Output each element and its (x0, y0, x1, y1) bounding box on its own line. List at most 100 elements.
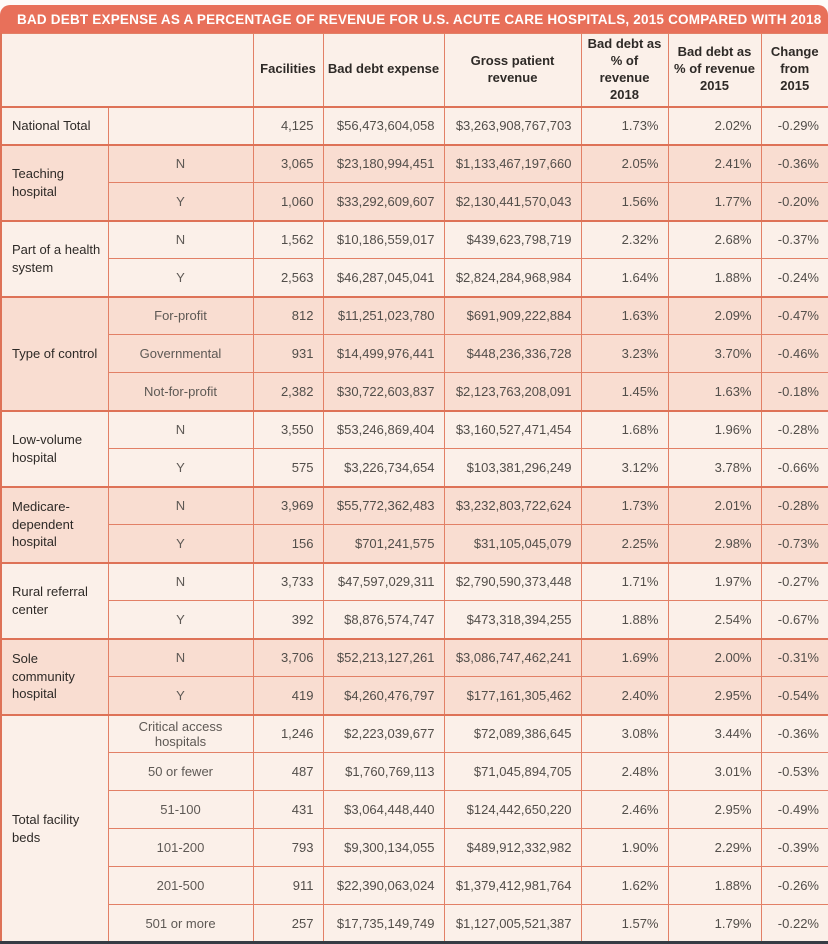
group-label: Rural referral center (0, 561, 109, 640)
pct-2018-value: 1.90% (580, 828, 669, 868)
bottom-accent-bar (0, 941, 828, 944)
facilities-value: 931 (252, 334, 324, 374)
facilities-value: 812 (252, 295, 324, 336)
pct-2015-value: 3.70% (667, 334, 762, 374)
table-row: Total facility beds Critical access hospi… (0, 713, 828, 944)
column-header-facilities: Facilities (252, 32, 324, 108)
bad-debt-expense-value: $46,287,045,041 (322, 258, 445, 298)
table-title: BAD DEBT EXPENSE AS A PERCENTAGE OF REVE… (17, 11, 822, 27)
bad-debt-expense-value: $10,186,559,017 (322, 219, 445, 260)
pct-2018-value: 2.46% (580, 790, 669, 830)
gross-patient-revenue-value: $124,442,650,220 (443, 790, 582, 830)
sub-label: Y (107, 258, 254, 298)
pct-2015-value: 1.88% (667, 866, 762, 906)
facilities-value: 257 (252, 904, 324, 944)
group-label: Low-volume hospital (0, 409, 109, 488)
pct-2015-value: 2.54% (667, 600, 762, 640)
pct-2018-value: 1.73% (580, 485, 669, 526)
bad-debt-expense-value: $30,722,603,837 (322, 372, 445, 412)
facilities-value: 1,060 (252, 182, 324, 222)
bad-debt-expense-value: $47,597,029,311 (322, 561, 445, 602)
table-header: Facilities Bad debt expense Gross patien… (0, 32, 828, 108)
pct-2015-value: 3.01% (667, 752, 762, 792)
sub-label: Critical access hospitals (107, 713, 254, 754)
bad-debt-expense-value: $8,876,574,747 (322, 600, 445, 640)
gross-patient-revenue-value: $72,089,386,645 (443, 713, 582, 754)
table-row: Y 156 $701,241,575 $31,105,045,079 2.25% 2.98… (1, 524, 828, 564)
pct-2018-value: 3.12% (580, 448, 669, 488)
change-from-2015-value: -0.73% (760, 524, 828, 564)
facilities-value: 575 (252, 448, 324, 488)
change-from-2015-value: -0.29% (760, 105, 828, 146)
pct-2018-value: 1.57% (580, 904, 669, 944)
facilities-value: 4,125 (252, 105, 324, 146)
table-row: 50 or fewer 487 $1,760,769,113 $71,045,894,… (1, 752, 828, 792)
table-row: 51-100 431 $3,064,448,440 $124,442,650,220 2… (1, 790, 828, 830)
column-header-gross-patient-revenue: Gross patient revenue (443, 32, 582, 108)
change-from-2015-value: -0.18% (760, 372, 828, 412)
gross-patient-revenue-value: $31,105,045,079 (443, 524, 582, 564)
pct-2015-value: 1.63% (667, 372, 762, 412)
bad-debt-expense-value: $23,180,994,451 (322, 143, 445, 184)
bad-debt-expense-value: $4,260,476,797 (322, 676, 445, 716)
table-row: Y 575 $3,226,734,654 $103,381,296,249 3.12% 3… (1, 448, 828, 488)
sub-label (107, 105, 254, 146)
bad-debt-expense-value: $1,760,769,113 (322, 752, 445, 792)
column-header-pct-2018: Bad debt as % of revenue 2018 (580, 32, 669, 108)
sub-label: Y (107, 600, 254, 640)
group-label: Total facility beds (0, 713, 109, 944)
bad-debt-expense-value: $52,213,127,261 (322, 637, 445, 678)
table-row: Rural referral center N 3,733 $47,597,029,3… (0, 561, 828, 640)
sub-label: Not-for-profit (107, 372, 254, 412)
facilities-value: 431 (252, 790, 324, 830)
table-row: Teaching hospital N 3,065 $23,180,994,451 $1… (0, 143, 828, 222)
change-from-2015-value: -0.24% (760, 258, 828, 298)
table-row: Low-volume hospital N 3,550 $53,246,869,404… (0, 409, 828, 488)
pct-2015-value: 3.44% (667, 713, 762, 754)
pct-2018-value: 1.68% (580, 409, 669, 450)
pct-2015-value: 1.77% (667, 182, 762, 222)
group-label: Teaching hospital (0, 143, 109, 222)
pct-2015-value: 2.98% (667, 524, 762, 564)
pct-2015-value: 1.79% (667, 904, 762, 944)
sub-label: Y (107, 182, 254, 222)
facilities-value: 911 (252, 866, 324, 906)
bad-debt-expense-value: $22,390,063,024 (322, 866, 445, 906)
bad-debt-expense-value: $3,226,734,654 (322, 448, 445, 488)
header-row: Facilities Bad debt expense Gross patien… (0, 32, 828, 108)
table-row: Y 2,563 $46,287,045,041 $2,824,284,968,984 1… (1, 258, 828, 298)
bad-debt-expense-value: $3,064,448,440 (322, 790, 445, 830)
gross-patient-revenue-value: $177,161,305,462 (443, 676, 582, 716)
pct-2018-value: 3.23% (580, 334, 669, 374)
facilities-value: 1,562 (252, 219, 324, 260)
column-header-pct-2015: Bad debt as % of revenue 2015 (667, 32, 762, 108)
pct-2018-value: 2.40% (580, 676, 669, 716)
sub-label: 50 or fewer (107, 752, 254, 792)
table-row: Part of a health system N 1,562 $10,186,559… (0, 219, 828, 298)
bad-debt-expense-value: $14,499,976,441 (322, 334, 445, 374)
facilities-value: 2,382 (252, 372, 324, 412)
gross-patient-revenue-value: $3,160,527,471,454 (443, 409, 582, 450)
facilities-value: 1,246 (252, 713, 324, 754)
gross-patient-revenue-value: $448,236,336,728 (443, 334, 582, 374)
sub-label: N (107, 637, 254, 678)
table-row: Type of control For-profit 812 $11,251,023,… (0, 295, 828, 412)
gross-patient-revenue-value: $1,379,412,981,764 (443, 866, 582, 906)
pct-2018-value: 1.56% (580, 182, 669, 222)
sub-label: 501 or more (107, 904, 254, 944)
pct-2015-value: 2.02% (667, 105, 762, 146)
facilities-value: 3,733 (252, 561, 324, 602)
sub-label: 201-500 (107, 866, 254, 906)
table-row: Y 392 $8,876,574,747 $473,318,394,255 1.88% 2… (1, 600, 828, 640)
sub-label: N (107, 485, 254, 526)
gross-patient-revenue-value: $1,127,005,521,387 (443, 904, 582, 944)
change-from-2015-value: -0.54% (760, 676, 828, 716)
sub-label: 51-100 (107, 790, 254, 830)
sub-label: For-profit (107, 295, 254, 336)
facilities-value: 3,969 (252, 485, 324, 526)
bad-debt-expense-value: $55,772,362,483 (322, 485, 445, 526)
gross-patient-revenue-value: $439,623,798,719 (443, 219, 582, 260)
pct-2018-value: 3.08% (580, 713, 669, 754)
corner-cell (0, 32, 254, 108)
change-from-2015-value: -0.36% (760, 713, 828, 754)
